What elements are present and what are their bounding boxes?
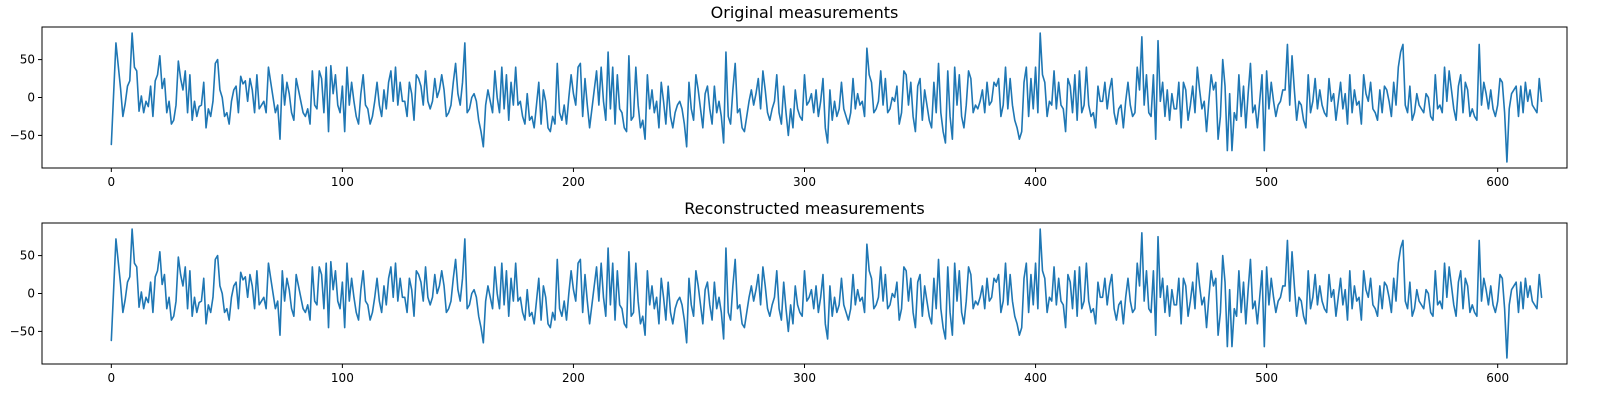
x-tick-label: 300 <box>793 371 816 385</box>
x-tick-label: 500 <box>1255 175 1278 189</box>
series-line-1 <box>110 32 1543 163</box>
y-tick-label: 0 <box>27 91 35 105</box>
x-tick-label: 100 <box>331 371 354 385</box>
x-tick-label: 0 <box>107 175 115 189</box>
x-tick-label: 100 <box>331 175 354 189</box>
y-tick-label: −50 <box>10 324 35 338</box>
x-tick-label: 300 <box>793 175 816 189</box>
subplot-title: Original measurements <box>711 3 899 22</box>
series-line-1 <box>110 228 1543 359</box>
x-tick-label: 0 <box>107 371 115 385</box>
x-tick-label: 400 <box>1024 175 1047 189</box>
x-tick-label: 200 <box>562 371 585 385</box>
y-tick-label: 50 <box>20 53 35 67</box>
x-tick-label: 600 <box>1486 371 1509 385</box>
y-tick-label: 0 <box>27 287 35 301</box>
subplot-title: Reconstructed measurements <box>684 199 924 218</box>
x-tick-label: 200 <box>562 175 585 189</box>
subplot-2: Reconstructed measurements 0 100 200 300 400 5… <box>10 199 1568 385</box>
y-tick-label: −50 <box>10 128 35 142</box>
x-tick-label: 500 <box>1255 371 1278 385</box>
x-tick-label: 600 <box>1486 175 1509 189</box>
y-tick-label: 50 <box>20 249 35 263</box>
x-tick-label: 400 <box>1024 371 1047 385</box>
